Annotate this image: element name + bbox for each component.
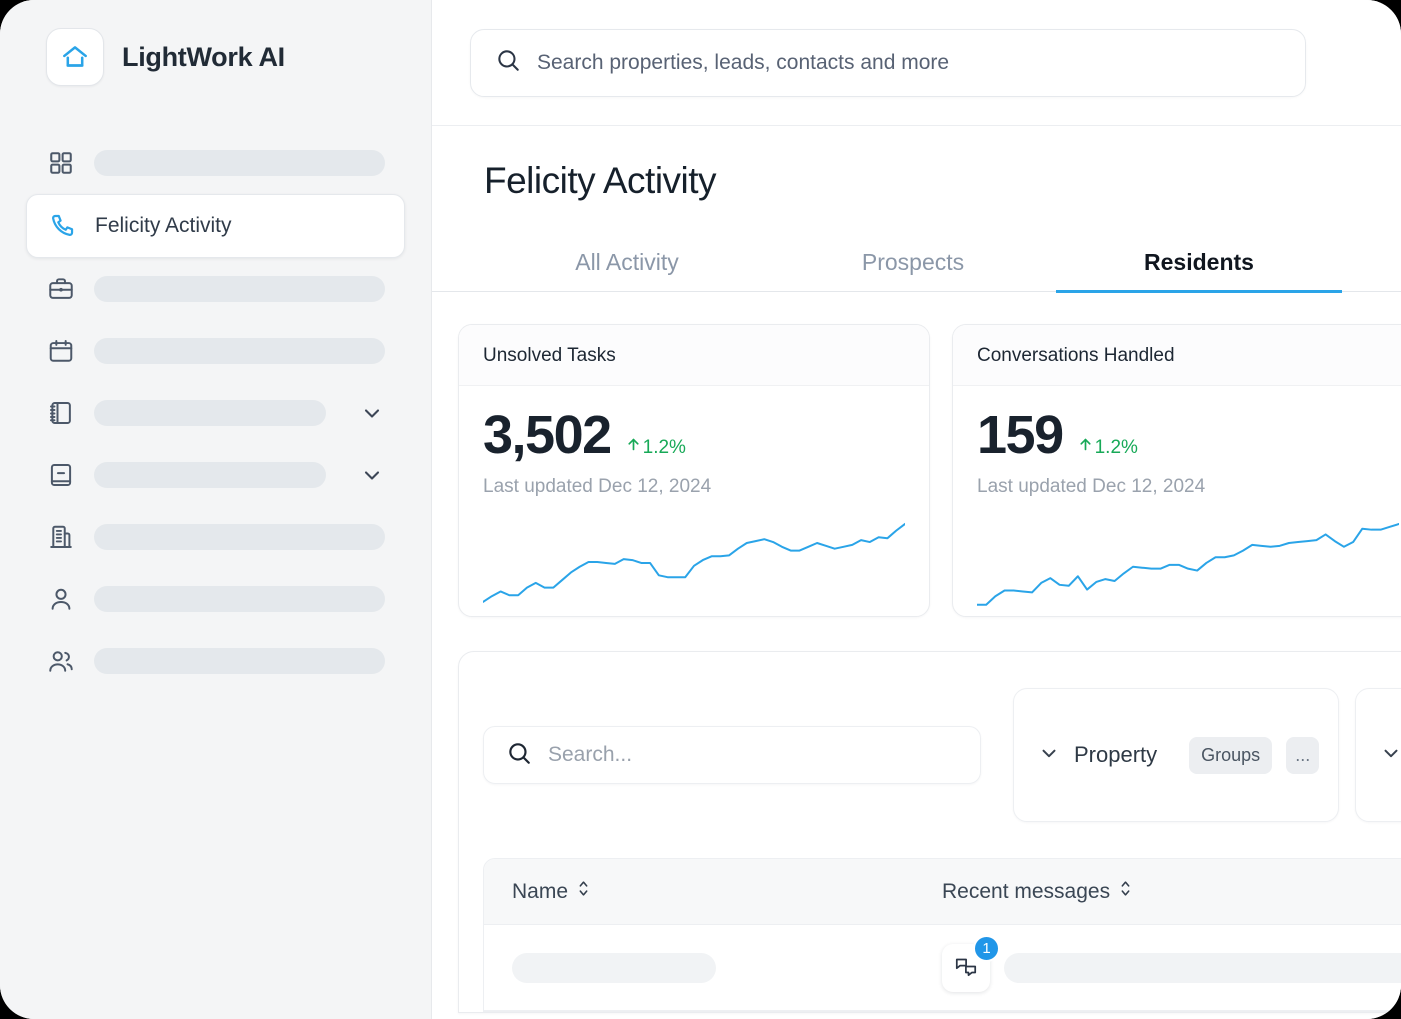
phone-call-icon [47, 211, 77, 241]
stat-card-header: Unsolved Tasks [459, 325, 929, 386]
chevron-down-icon[interactable] [359, 400, 385, 426]
sidebar-item-book[interactable] [26, 444, 405, 506]
filter-chip-groups[interactable]: Groups [1189, 736, 1273, 774]
stat-delta: 1.2% [1077, 436, 1138, 459]
table-search-placeholder: Search... [548, 743, 633, 766]
calendar-icon [46, 336, 76, 366]
sidebar-item-briefcase[interactable] [26, 258, 405, 320]
stat-card-list: Unsolved Tasks 3,502 1.2% L [432, 324, 1401, 617]
global-search-input[interactable]: Search properties, leads, contacts and m… [470, 28, 1306, 97]
sidebar-item-building[interactable] [26, 506, 405, 568]
stat-card-title: Conversations Handled [977, 345, 1175, 366]
sparkline-chart-conversations-handled [977, 508, 1399, 616]
stat-value: 159 [977, 405, 1064, 465]
tab-bar: All Activity Prospects Residents M [432, 232, 1401, 293]
sidebar-item-felicity-activity[interactable]: Felicity Activity [26, 194, 405, 258]
stat-card-header: Conversations Handled [953, 325, 1401, 386]
tab-more[interactable]: M [1342, 249, 1401, 293]
stat-card-unsolved-tasks: Unsolved Tasks 3,502 1.2% L [458, 324, 930, 617]
user-icon [46, 584, 76, 614]
notebook-icon [46, 398, 76, 428]
page-title: Felicity Activity [484, 160, 717, 201]
filter-property[interactable]: Property Groups ... [1013, 688, 1339, 822]
sidebar-item-label-placeholder [94, 400, 326, 426]
sidebar-item-label-placeholder [94, 524, 385, 550]
residents-panel: Search... Property Groups ... [458, 651, 1401, 1013]
brand[interactable]: LightWork AI [0, 0, 431, 86]
table-search-input[interactable]: Search... [483, 726, 981, 784]
global-search-placeholder: Search properties, leads, contacts and m… [537, 50, 950, 74]
sidebar: LightWork AI [0, 0, 432, 1019]
column-header-recent-messages[interactable]: Recent messages [942, 879, 1401, 904]
sidebar-item-calendar[interactable] [26, 320, 405, 382]
table-header-row: Name Recent messages [484, 859, 1401, 925]
tab-residents[interactable]: Residents [1056, 249, 1342, 293]
message-count-badge: 1 [973, 934, 1000, 962]
sidebar-item-label-placeholder [94, 338, 385, 364]
filter-secondary[interactable] [1355, 688, 1401, 822]
sidebar-item-label-placeholder [94, 462, 326, 488]
sparkline-chart-unsolved-tasks [483, 508, 905, 616]
chevron-down-icon[interactable] [1038, 742, 1060, 769]
stat-subtitle: Last updated Dec 12, 2024 [483, 476, 712, 497]
sidebar-item-label-placeholder [94, 586, 385, 612]
arrow-up-icon [1077, 436, 1094, 459]
home-outline-icon [46, 28, 104, 86]
sidebar-item-label-placeholder [94, 276, 385, 302]
users-icon [46, 646, 76, 676]
column-header-name-label: Name [512, 879, 569, 903]
building-icon [46, 522, 76, 552]
sidebar-item-dashboard[interactable] [26, 132, 405, 194]
cell-name [512, 952, 942, 983]
stat-card-body: 3,502 1.2% Last updated Dec 12, 2024 [459, 386, 929, 616]
chevron-down-icon[interactable] [359, 462, 385, 488]
column-header-name[interactable]: Name [512, 879, 942, 904]
name-placeholder [512, 952, 716, 983]
search-icon [495, 47, 521, 78]
grid-dashboard-icon [46, 148, 76, 178]
stat-delta-value: 1.2% [1094, 436, 1138, 458]
search-icon [506, 740, 532, 771]
brand-name: LightWork AI [122, 41, 285, 72]
sidebar-item-user[interactable] [26, 568, 405, 630]
residents-table: Name Recent messages [483, 858, 1401, 1012]
sort-updown-icon[interactable] [1118, 879, 1133, 904]
chevron-down-icon[interactable] [1380, 742, 1401, 769]
book-icon [46, 460, 76, 490]
table-row[interactable]: 1 [484, 925, 1401, 1011]
message-indicator[interactable]: 1 [942, 934, 1000, 992]
message-placeholder [1004, 952, 1401, 983]
main-area: Search properties, leads, contacts and m… [432, 0, 1401, 1019]
panel-toolbar: Search... Property Groups ... [459, 652, 1401, 858]
stat-delta: 1.2% [625, 436, 686, 459]
stat-delta-value: 1.2% [642, 436, 686, 458]
briefcase-icon [46, 274, 76, 304]
sidebar-item-label-placeholder [94, 648, 385, 674]
cell-recent-messages: 1 [942, 934, 1401, 992]
sidebar-item-notebook[interactable] [26, 382, 405, 444]
sidebar-item-users[interactable] [26, 630, 405, 692]
sort-updown-icon[interactable] [576, 879, 591, 904]
stat-card-body: 159 1.2% Last updated Dec 12, 2024 [953, 386, 1401, 616]
stat-value: 3,502 [483, 405, 612, 465]
stat-card-title: Unsolved Tasks [483, 345, 616, 366]
stat-subtitle: Last updated Dec 12, 2024 [977, 476, 1206, 497]
sidebar-nav: Felicity Activity [0, 132, 431, 692]
stat-card-conversations-handled: Conversations Handled 159 1.2% [952, 324, 1401, 617]
sidebar-item-label: Felicity Activity [95, 214, 232, 237]
page-content: Felicity Activity All Activity Prospects… [432, 126, 1401, 1019]
column-header-recent-messages-label: Recent messages [942, 879, 1111, 903]
arrow-up-icon [625, 436, 642, 459]
stat-value-row: 3,502 1.2% [483, 408, 905, 462]
filter-chip-more[interactable]: ... [1286, 736, 1320, 774]
sidebar-item-label-placeholder [94, 150, 385, 176]
stat-value-row: 159 1.2% [977, 408, 1399, 462]
tab-all-activity[interactable]: All Activity [575, 249, 679, 275]
filter-property-label: Property [1074, 742, 1158, 767]
topbar: Search properties, leads, contacts and m… [432, 0, 1401, 126]
tab-prospects[interactable]: Prospects [861, 249, 965, 275]
